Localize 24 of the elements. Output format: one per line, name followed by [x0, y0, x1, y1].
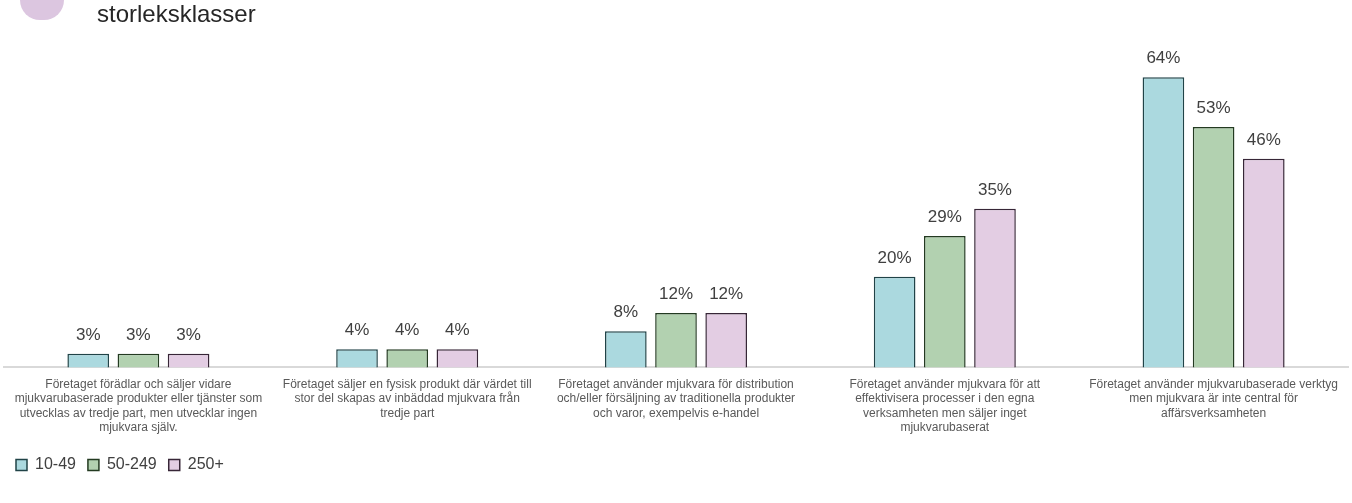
x-tick-label: Företaget använder mjukvara för att effektivisera processer i den egna verksamheten men säljer inget mjukvarubaserat — [849, 376, 1041, 435]
data-label: 29% — [927, 207, 962, 227]
data-label: 53% — [1196, 98, 1231, 118]
x-tick-label: Företaget förädlar och säljer vidare mjukvarubaserade produkter eller tjänster som utvecklas av tredje part, men utvecklar ingen mjukvara själv. — [14, 376, 263, 435]
data-label: 3% — [75, 324, 101, 344]
data-label: 64% — [1146, 48, 1181, 68]
data-label: 8% — [613, 302, 639, 322]
data-label: 12% — [658, 284, 694, 304]
data-label: 46% — [1246, 130, 1281, 150]
legend-label: 250+ — [187, 455, 224, 473]
legend-label: 50-249 — [106, 455, 157, 473]
data-label: 3% — [126, 324, 151, 344]
x-tick-label: Företaget använder mjukvara för distribution och/eller försäljning av traditionella produkter och varor, exempelvis e-handel — [556, 376, 796, 420]
x-tick-label: Företaget säljer en fysisk produkt där värdet till stor del skapas av inbäddad mjukvara från tredje part — [282, 376, 532, 420]
chart-title: storleksklasser — [97, 0, 256, 28]
x-tick-label: Företaget använder mjukvarubaserade verktyg men mjukvara är inte central för affärsverksamheten — [1089, 376, 1339, 420]
data-label: 3% — [176, 324, 201, 344]
data-label: 12% — [709, 284, 744, 304]
legend-label: 10-49 — [35, 455, 77, 473]
data-label: 4% — [394, 320, 420, 340]
data-label: 4% — [445, 320, 470, 340]
data-label: 4% — [344, 320, 370, 340]
data-label: 20% — [877, 247, 912, 267]
data-label: 35% — [977, 179, 1012, 199]
